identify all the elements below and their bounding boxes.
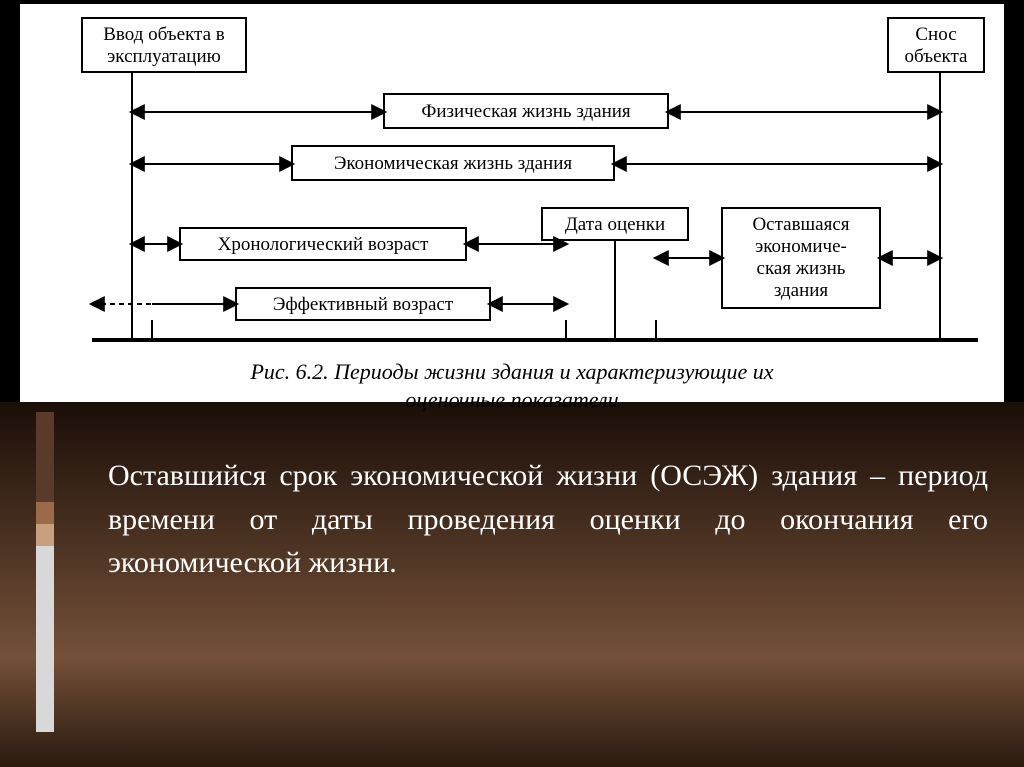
node-remaining-econ-life: Оставшаяся экономиче- ская жизнь здания bbox=[722, 208, 880, 308]
svg-text:Хронологический возраст: Хронологический возраст bbox=[218, 234, 430, 255]
svg-text:эксплуатацию: эксплуатацию bbox=[107, 46, 221, 67]
svg-text:Физическая жизнь здания: Физическая жизнь здания bbox=[421, 101, 631, 122]
accent-seg-4 bbox=[36, 546, 54, 732]
figure-caption: Рис. 6.2. Периоды жизни здания и характе… bbox=[20, 358, 1004, 413]
node-economic-life: Экономическая жизнь здания bbox=[292, 146, 614, 180]
node-effective-age: Эффективный возраст bbox=[236, 288, 490, 320]
caption-line-2: оценочные показатели bbox=[20, 386, 1004, 414]
diagram-panel: Ввод объекта в эксплуатацию Снос объекта… bbox=[20, 4, 1004, 402]
caption-line-1: Рис. 6.2. Периоды жизни здания и характе… bbox=[20, 358, 1004, 386]
slide-root: Ввод объекта в эксплуатацию Снос объекта… bbox=[0, 0, 1024, 767]
diagram-svg: Ввод объекта в эксплуатацию Снос объекта… bbox=[20, 4, 1004, 402]
accent-seg-2 bbox=[36, 502, 54, 524]
svg-text:Оставшаяся: Оставшаяся bbox=[752, 214, 849, 235]
svg-text:здания: здания bbox=[774, 280, 829, 301]
node-physical-life: Физическая жизнь здания bbox=[384, 94, 668, 128]
node-chronological-age: Хронологический возраст bbox=[180, 228, 466, 260]
svg-text:Снос: Снос bbox=[915, 24, 956, 45]
node-demolition: Снос объекта bbox=[888, 18, 984, 72]
node-commission: Ввод объекта в эксплуатацию bbox=[82, 18, 246, 72]
svg-text:объекта: объекта bbox=[905, 46, 968, 67]
svg-text:Ввод объекта в: Ввод объекта в bbox=[103, 24, 225, 45]
accent-seg-1 bbox=[36, 412, 54, 502]
svg-text:экономиче-: экономиче- bbox=[755, 236, 847, 257]
node-valuation-date: Дата оценки bbox=[542, 208, 688, 240]
body-text: Оставшийся срок экономической жизни (ОСЭ… bbox=[108, 454, 988, 585]
svg-text:ская жизнь: ская жизнь bbox=[757, 258, 846, 279]
accent-bar bbox=[36, 412, 54, 732]
svg-text:Дата оценки: Дата оценки bbox=[565, 214, 665, 235]
svg-text:Экономическая жизнь здания: Экономическая жизнь здания bbox=[334, 153, 573, 174]
svg-text:Эффективный возраст: Эффективный возраст bbox=[273, 294, 454, 315]
accent-seg-3 bbox=[36, 524, 54, 546]
